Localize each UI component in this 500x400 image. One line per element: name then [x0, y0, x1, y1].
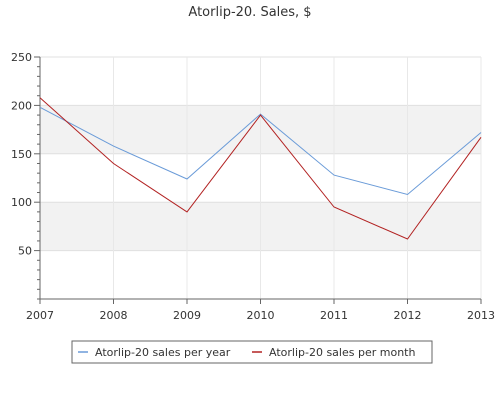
x-tick-label: 2007 [26, 309, 54, 322]
x-axis-labels: 2007 2008 2009 2010 2011 2012 2013 [26, 309, 495, 322]
x-tick-label: 2010 [247, 309, 275, 322]
x-tick-label: 2012 [394, 309, 422, 322]
axes [34, 56, 482, 304]
chart-title: Atorlip-20. Sales, $ [188, 5, 311, 20]
x-tick-label: 2013 [467, 309, 495, 322]
x-tick-label: 2008 [100, 309, 128, 322]
legend-label-series-1: Atorlip-20 sales per month [269, 346, 415, 359]
y-tick-label: 200 [11, 99, 32, 112]
legend-label-series-0: Atorlip-20 sales per year [95, 346, 231, 359]
y-tick-label: 250 [11, 51, 32, 64]
y-tick-label: 150 [11, 148, 32, 161]
x-tick-label: 2011 [320, 309, 348, 322]
series-line-0 [39, 106, 482, 196]
y-tick-label: 100 [11, 196, 32, 209]
x-tick-label: 2009 [173, 309, 201, 322]
legend: Atorlip-20 sales per year Atorlip-20 sal… [71, 340, 433, 364]
series-line-1 [39, 97, 482, 240]
y-axis-labels: 50 100 150 200 250 [11, 51, 32, 258]
series-lines [39, 97, 482, 240]
y-tick-label: 50 [18, 245, 32, 258]
